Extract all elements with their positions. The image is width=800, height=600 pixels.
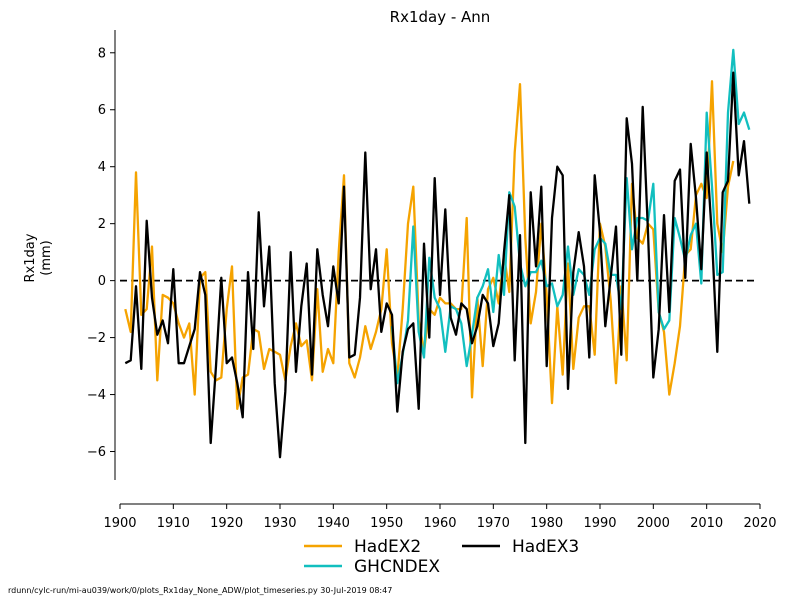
y-tick-label: −6 (87, 445, 106, 460)
x-tick-label: 1980 (530, 516, 563, 531)
series-line-hadex3 (124, 71, 751, 459)
y-axis-label-units: (mm) (39, 240, 54, 275)
x-axis: 1900 1910 1920 1930 1940 1950 1960 1970 1980 1990… (103, 503, 777, 531)
chart-title: Rx1day - Ann (390, 8, 491, 26)
x-tick-label: 1970 (477, 516, 510, 531)
legend-label-hadex2: HadEX2 (354, 537, 421, 557)
y-tick-label: 4 (98, 160, 106, 175)
series-lines (124, 48, 751, 459)
x-tick-label: 2000 (637, 516, 670, 531)
y-tick-label: −4 (87, 388, 106, 403)
legend-label-hadex3: HadEX3 (512, 537, 579, 557)
y-tick-label: −2 (87, 331, 106, 346)
x-tick-label: 1900 (103, 516, 136, 531)
x-tick-label: 2010 (690, 516, 723, 531)
x-tick-label: 1940 (317, 516, 350, 531)
y-tick-label: 2 (98, 217, 106, 232)
y-axis-label: Rx1day (23, 233, 38, 282)
x-tick-label: 1920 (210, 516, 243, 531)
y-axis-label-line1: Rx1day (23, 233, 38, 282)
y-tick-label: 6 (98, 103, 106, 118)
x-tick-label: 1950 (370, 516, 403, 531)
x-tick-label: 1960 (423, 516, 456, 531)
x-tick-label: 1930 (263, 516, 296, 531)
legend-label-ghcndex: GHCNDEX (354, 557, 440, 577)
footer-path: rdunn/cylc-run/mi-au039/work/0/plots_Rx1… (8, 586, 393, 595)
y-tick-label: 0 (98, 274, 106, 289)
y-tick-label: 8 (98, 46, 106, 61)
x-tick-label: 2020 (743, 516, 776, 531)
x-tick-label: 1990 (583, 516, 616, 531)
series-line-ghcndex (390, 48, 751, 385)
x-tick-label: 1910 (157, 516, 190, 531)
y-axis: −6 −4 −2 0 2 4 6 8 (87, 30, 116, 480)
